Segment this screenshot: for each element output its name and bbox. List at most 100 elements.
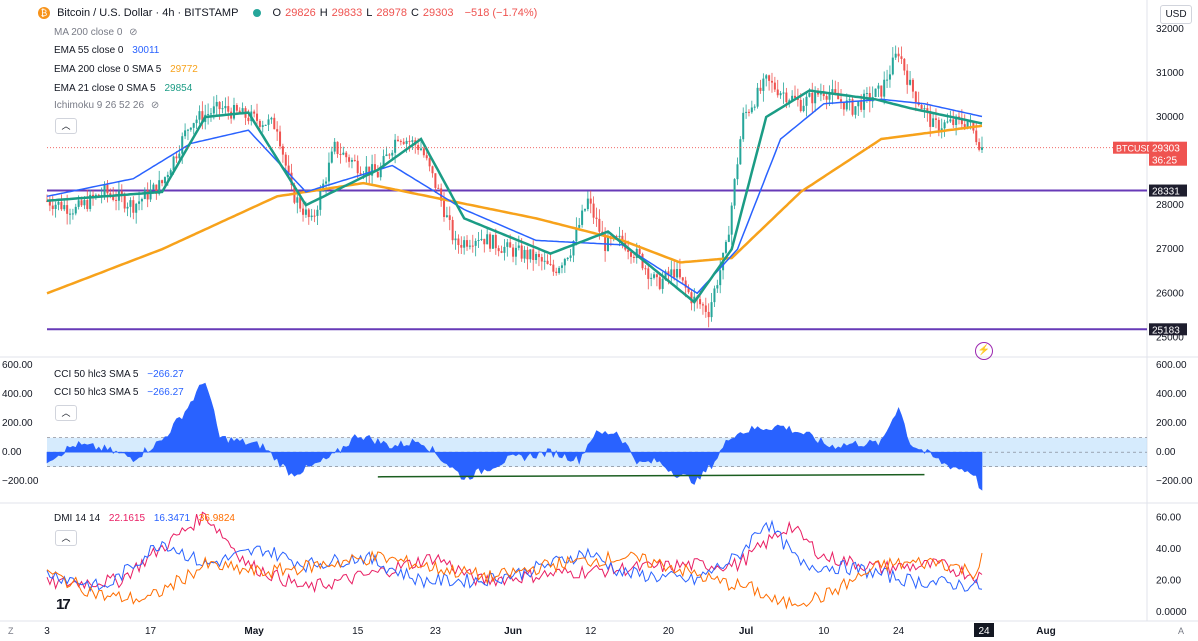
candle-body [138,201,141,204]
candle-body [822,93,825,97]
current-time-label: 24 [978,626,990,637]
eye-off-icon[interactable]: ⊘ [150,100,160,111]
candle-body [598,218,601,232]
candle-body [489,234,492,249]
candle-body [710,302,713,318]
candle-body [500,251,503,253]
candle-body [132,200,135,213]
candle-body [552,264,555,272]
ema55-line [46,98,983,295]
candle-body [943,122,946,129]
candle-body [241,108,244,114]
candle-body [382,156,385,167]
candle-body [874,88,877,97]
candle-body [514,247,517,257]
candle-body [707,311,710,318]
candle-body [690,292,693,304]
legend-ema55[interactable]: EMA 55 close 0 30011 [54,45,163,56]
candle-body [376,171,379,178]
market-status-dot [253,9,262,18]
candle-body [934,118,937,120]
candle-body [854,106,857,115]
candle-body [486,234,489,245]
legend-value: −266.27 [147,369,184,380]
time-tick-label: Jul [739,626,754,637]
candle-body [532,249,535,261]
candle-body [825,96,828,100]
zoom-icon[interactable]: Z [8,626,14,636]
lightning-icon[interactable]: ⚡ [975,342,993,360]
candle-body [474,240,477,246]
symbol-header: ₿ Bitcoin / U.S. Dollar · 4h · BITSTAMP … [38,7,541,20]
candle-body [526,249,529,260]
candle-body [966,121,969,128]
candle-body [745,111,748,113]
candle-body [831,89,834,95]
level-label: 28331 [1152,187,1180,198]
candle-body [687,287,690,293]
candle-body [143,190,146,199]
candle-body [316,209,319,216]
legend-ichimoku[interactable]: Ichimoku 9 26 52 26 ⊘ [54,100,163,111]
candle-body [630,251,633,257]
auto-scale-icon[interactable]: A [1177,626,1184,636]
chevron-up-icon: ︿ [61,533,71,543]
legend-cci-2[interactable]: CCI 50 hlc3 SMA 5 −266.27 [54,387,188,398]
tradingview-logo-icon[interactable]: 17 [56,596,71,613]
candle-body [371,164,374,176]
candle-body [909,79,912,85]
candle-body [342,152,345,155]
candle-body [512,247,515,257]
candle-body [903,58,906,71]
candle-body [198,111,201,120]
legend-cci-1[interactable]: CCI 50 hlc3 SMA 5 −266.27 [54,369,188,380]
candle-body [129,200,132,207]
collapse-cci-button[interactable]: ︿ [55,405,77,421]
collapse-dmi-button[interactable]: ︿ [55,530,77,546]
candle-body [396,139,399,141]
legend-label: DMI 14 14 [54,513,101,524]
legend-ema200[interactable]: EMA 200 close 0 SMA 5 29772 [54,64,202,75]
symbol-title[interactable]: Bitcoin / U.S. Dollar · 4h · BITSTAMP [57,7,239,19]
candle-body [466,240,469,247]
candle-body [911,79,914,92]
legend-ma200[interactable]: MA 200 close 0 ⊘ [54,27,142,38]
candle-body [209,113,212,115]
candle-body [676,269,679,278]
legend-value: 29772 [170,64,198,75]
candle-body [313,215,316,217]
candle-body [106,184,109,194]
candle-body [716,285,719,289]
candle-body [549,263,552,265]
candle-body [506,242,509,247]
candle-body [425,155,428,159]
candle-body [773,82,776,90]
candle-body [45,200,49,202]
legend-label: EMA 55 close 0 [54,45,124,56]
candle-body [169,170,172,175]
eye-off-icon[interactable]: ⊘ [129,27,138,38]
candle-body [146,190,149,200]
legend-value-minus: 16.3471 [153,513,191,524]
candle-body [279,131,282,147]
candle-body [586,198,589,210]
chevron-up-icon: ︿ [61,408,71,418]
candle-body [963,124,966,128]
cci-tick-label-left: 0.00 [2,447,22,458]
time-tick-label: Jun [504,626,522,637]
candle-body [713,288,716,303]
price-tick-label: 27000 [1156,244,1184,255]
candle-body [647,268,650,279]
candle-body [632,256,635,259]
candle-body [451,219,454,241]
currency-button[interactable]: USD [1160,5,1192,24]
collapse-legend-button[interactable]: ︿ [55,118,77,134]
candle-body [883,79,886,97]
legend-dmi[interactable]: DMI 14 14 22.1615 16.3471 36.9824 [54,513,239,524]
legend-ema21[interactable]: EMA 21 close 0 SMA 5 29854 [54,83,196,94]
candle-body [595,217,598,219]
candle-body [897,53,900,57]
candle-body [359,173,362,175]
candle-body [699,299,702,305]
